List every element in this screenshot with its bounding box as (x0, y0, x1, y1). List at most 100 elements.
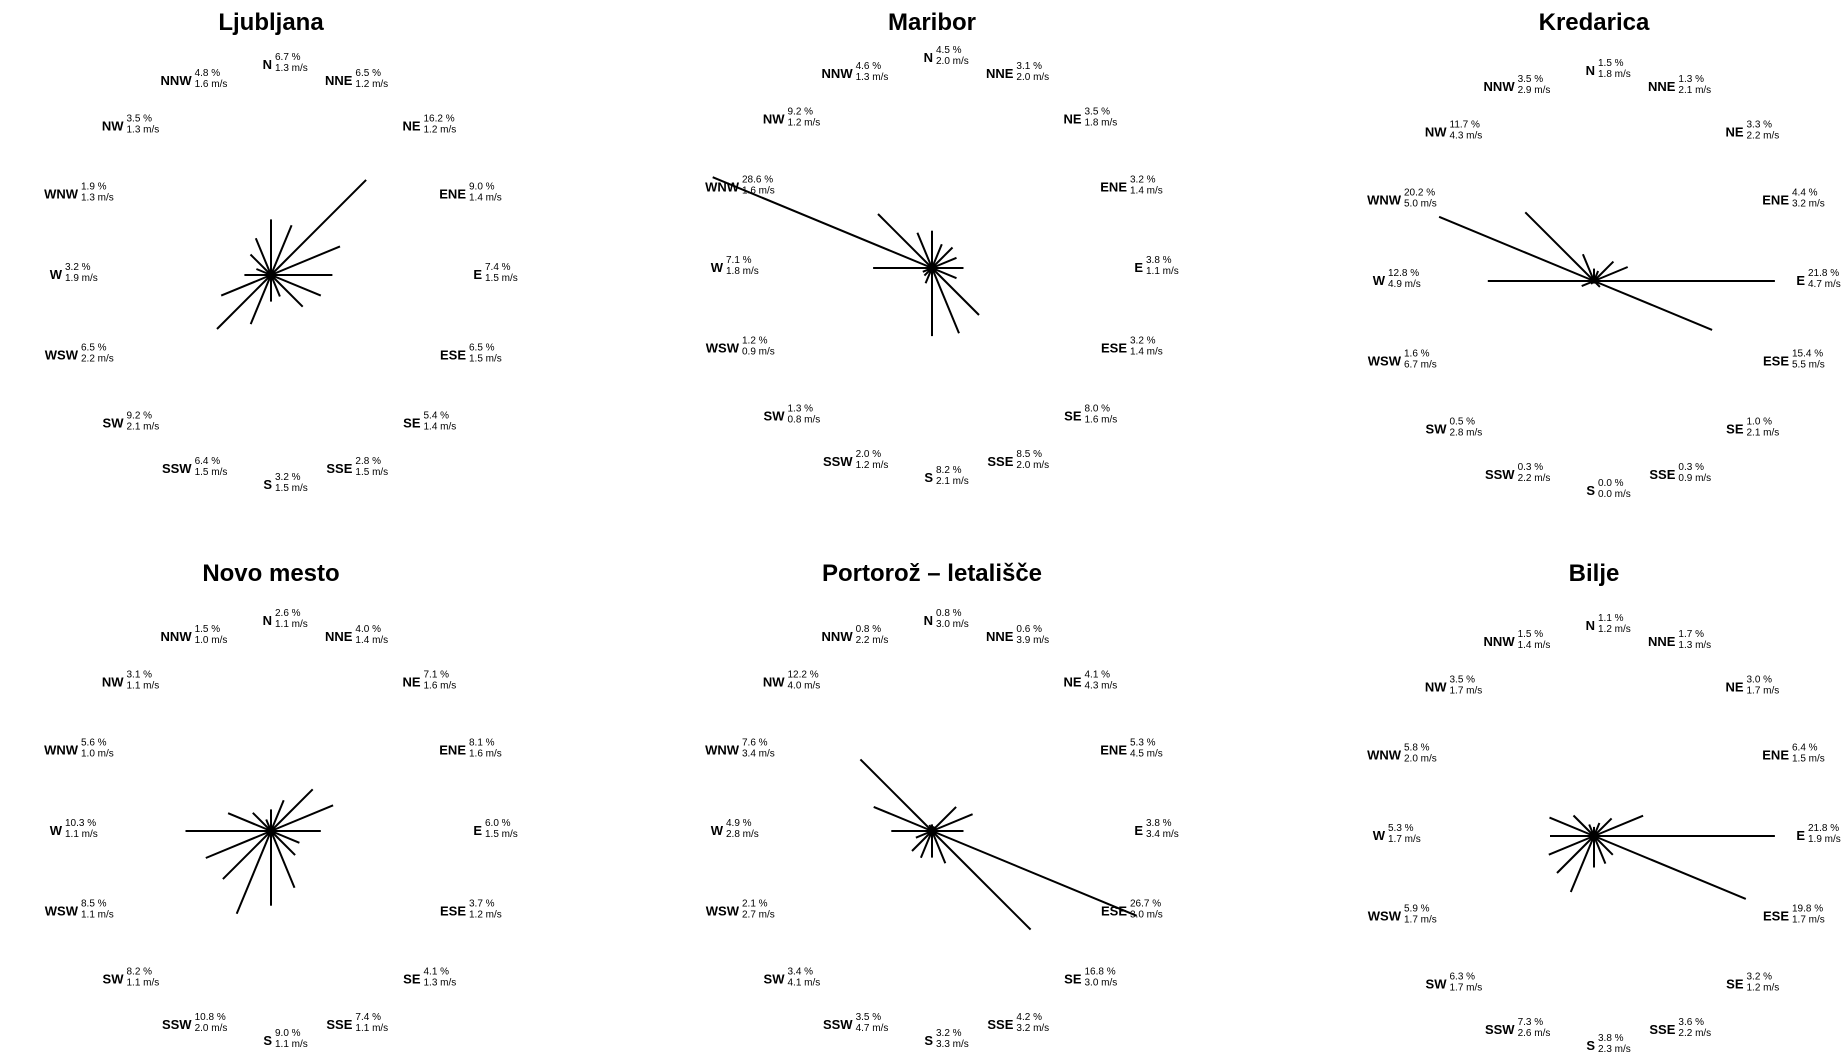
spoke-ne (1593, 817, 1613, 837)
speed-label: 1.6 m/s (195, 79, 228, 90)
spoke-ene (270, 245, 341, 276)
label-ssw: SSW 2.0 %1.2 m/s (823, 449, 888, 471)
direction-label: SSW (1485, 1022, 1515, 1037)
speed-label: 3.9 m/s (1016, 635, 1049, 646)
spoke-ssw (235, 830, 272, 915)
chart-title: Kredarica (1539, 9, 1650, 36)
speed-label: 4.5 m/s (1130, 749, 1163, 760)
direction-label: NW (1425, 680, 1447, 695)
direction-label: SE (1726, 422, 1744, 437)
speed-label: 4.7 m/s (1808, 279, 1841, 290)
direction-label: W (711, 823, 724, 838)
speed-label: 2.2 m/s (1678, 1028, 1711, 1039)
speed-label: 2.2 m/s (1518, 473, 1551, 484)
label-ne: NE 4.1 %4.3 m/s (1063, 670, 1117, 692)
direction-label: S (1586, 1038, 1595, 1053)
label-s: S 0.0 %0.0 m/s (1586, 478, 1630, 500)
frequency-label: 0.6 % (1016, 624, 1042, 635)
label-sw: SW 3.4 %4.1 m/s (764, 967, 821, 989)
speed-label: 2.2 m/s (81, 353, 114, 364)
label-ene: ENE 6.4 %1.5 m/s (1762, 743, 1825, 765)
label-wsw: WSW 2.1 %2.7 m/s (706, 898, 775, 920)
frequency-label: 6.5 % (469, 342, 495, 353)
frequency-label: 8.0 % (1085, 404, 1111, 415)
spoke-ne (270, 788, 314, 832)
frequency-label: 3.7 % (469, 898, 495, 909)
frequency-label: 6.7 % (275, 52, 301, 63)
frequency-label: 21.8 % (1808, 268, 1839, 279)
direction-label: NW (102, 119, 124, 134)
label-ssw: SSW 10.8 %2.0 m/s (162, 1012, 227, 1034)
frequency-label: 3.5 % (1085, 107, 1111, 118)
spoke-ene (931, 813, 973, 832)
direction-label: N (1586, 63, 1595, 78)
label-sse: SSE 8.5 %2.0 m/s (987, 449, 1049, 471)
frequency-label: 6.0 % (485, 818, 511, 829)
spoke-ssw (919, 830, 933, 859)
frequency-label: 7.6 % (742, 738, 768, 749)
label-wsw: WSW 1.2 %0.9 m/s (706, 335, 775, 357)
direction-label: SE (1064, 409, 1082, 424)
direction-label: S (263, 477, 272, 492)
spoke-wnw (873, 805, 933, 832)
frequency-label: 8.2 % (936, 465, 962, 476)
spoke-sse (270, 274, 281, 297)
direction-label: NNE (325, 629, 353, 644)
direction-label: SE (1064, 972, 1082, 987)
frequency-label: 9.0 % (469, 182, 495, 193)
spoke-sse (931, 267, 960, 334)
spoke-nne (270, 799, 285, 832)
label-nnw: NNW 4.8 %1.6 m/s (161, 68, 228, 90)
direction-label: NNW (161, 73, 193, 88)
spoke-ese (1593, 835, 1747, 900)
direction-label: SSW (823, 1017, 853, 1032)
direction-label: NNE (1648, 634, 1676, 649)
label-sse: SSE 2.8 %1.5 m/s (326, 456, 388, 478)
speed-label: 3.4 m/s (742, 749, 775, 760)
frequency-label: 12.8 % (1388, 268, 1419, 279)
chart-title: Ljubljana (218, 9, 324, 36)
label-n: N 1.1 %1.2 m/s (1586, 613, 1631, 635)
frequency-label: 4.9 % (726, 818, 752, 829)
frequency-label: 0.8 % (936, 608, 962, 619)
speed-label: 1.7 m/s (1450, 686, 1483, 697)
frequency-label: 1.9 % (81, 182, 107, 193)
frequency-label: 7.4 % (485, 262, 511, 273)
frequency-label: 6.5 % (81, 342, 107, 353)
direction-label: NNE (986, 629, 1014, 644)
speed-label: 1.3 m/s (856, 72, 889, 83)
direction-label: ENE (1100, 180, 1127, 195)
label-n: N 1.5 %1.8 m/s (1586, 58, 1631, 80)
spoke-wsw (915, 830, 933, 839)
frequency-label: 0.3 % (1678, 462, 1704, 473)
speed-label: 1.1 m/s (275, 619, 308, 630)
frequency-label: 6.4 % (1792, 743, 1818, 754)
frequency-label: 5.3 % (1388, 823, 1414, 834)
speed-label: 2.6 m/s (1518, 1028, 1551, 1039)
direction-label: SSE (987, 454, 1013, 469)
direction-label: SSW (823, 454, 853, 469)
direction-label: NW (763, 675, 785, 690)
speed-label: 1.2 m/s (856, 460, 889, 471)
speed-label: 1.5 m/s (275, 483, 308, 494)
speed-label: 1.8 m/s (1085, 118, 1118, 129)
label-se: SE 16.8 %3.0 m/s (1064, 967, 1117, 989)
spoke-nnw (265, 819, 272, 832)
speed-label: 1.2 m/s (788, 118, 821, 129)
spoke-wnw (227, 812, 272, 832)
direction-label: SW (1426, 422, 1448, 437)
frequency-label: 2.8 % (355, 456, 381, 467)
spoke-ne (931, 246, 954, 269)
label-e: E 3.8 %1.1 m/s (1134, 255, 1178, 277)
label-s: S 8.2 %2.1 m/s (924, 465, 968, 487)
label-w: W 10.3 %1.1 m/s (50, 818, 98, 840)
frequency-label: 1.3 % (788, 404, 814, 415)
direction-label: S (924, 1033, 933, 1048)
direction-label: NNW (822, 629, 854, 644)
spoke-ese (1593, 280, 1713, 331)
direction-label: ESE (440, 903, 466, 918)
spoke-ssw (249, 274, 272, 325)
